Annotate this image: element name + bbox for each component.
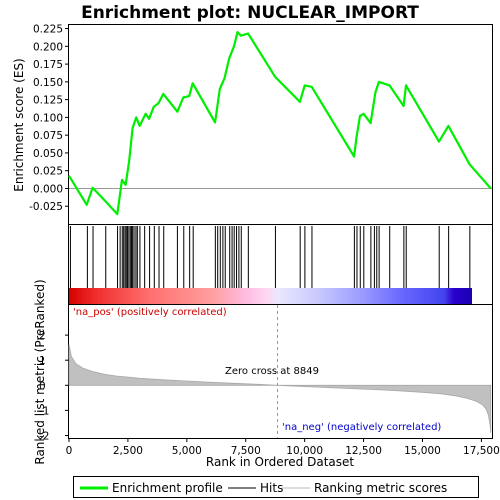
- rank-x-tick-label: 7,500: [231, 445, 261, 457]
- ranking-metric-series: [68, 344, 492, 434]
- rank-x-tick-label: 17,500: [463, 445, 500, 457]
- ranking-metric-area: [68, 344, 492, 434]
- es-y-tick-label: 0.200: [33, 41, 63, 53]
- es-y-tick-label: 0.025: [33, 166, 63, 178]
- rank-x-tick-label: 12,500: [345, 445, 382, 457]
- es-y-tick-label: 0.075: [33, 130, 63, 142]
- legend-ranking-metric-label: Ranking metric scores: [314, 481, 447, 495]
- rank-x-tick-label: 10,000: [286, 445, 323, 457]
- rank-x-axis: 0 2,500 5,000 7,500 10,000 12,500 15,000 17,500: [66, 438, 500, 457]
- es-y-tick-label: 0.225: [33, 24, 63, 36]
- es-y-tick-label: 0.150: [33, 77, 63, 89]
- legend-box: [73, 476, 479, 498]
- rank-x-tick-label: 0: [66, 445, 73, 457]
- rank-x-tick-label: 5,000: [172, 445, 202, 457]
- metric-y-axis-label: Ranked list metric (PreRanked): [33, 279, 47, 464]
- metric-y-axis: -2 -1 0 1 2: [39, 330, 69, 442]
- es-y-tick-label: 0.175: [33, 59, 63, 71]
- es-y-tick-label: -0.025: [29, 201, 63, 213]
- rank-color-bar: [69, 288, 472, 304]
- metric-panel-frame: [68, 304, 493, 439]
- rank-x-tick-label: 15,000: [404, 445, 441, 457]
- enrichment-profile-line: [68, 30, 492, 216]
- legend-ranking-metric: Ranking metric scores: [282, 481, 447, 495]
- es-y-tick-label: 0.100: [33, 112, 63, 124]
- es-y-tick-label: 0.000: [33, 183, 63, 195]
- zero-cross-label: Zero cross at 8849: [225, 366, 319, 377]
- legend-enrichment-profile: Enrichment profile: [80, 481, 223, 495]
- metric-y-tick-label: -2: [39, 430, 49, 442]
- metric-y-tick-label: 1: [39, 355, 46, 367]
- negative-correlation-label: 'na_neg' (negatively correlated): [282, 422, 441, 433]
- positive-correlation-label: 'na_pos' (positively correlated): [73, 307, 227, 318]
- chart-title: Enrichment plot: NUCLEAR_IMPORT: [81, 3, 419, 23]
- enrichment-profile-series: [68, 30, 492, 216]
- legend-enrichment-profile-label: Enrichment profile: [112, 481, 223, 495]
- metric-y-tick-label: -1: [39, 405, 49, 417]
- es-y-tick-label: 0.125: [33, 95, 63, 107]
- es-y-axis-label: Enrichment score (ES): [12, 58, 26, 191]
- metric-y-tick-label: 2: [39, 330, 46, 342]
- metric-y-tick-label: 0: [39, 380, 46, 392]
- rank-x-tick-label: 2,500: [113, 445, 143, 457]
- es-y-axis: -0.025 0.000 0.025 0.050 0.075 0.100 0.125 0.15…: [29, 24, 69, 213]
- hits-series: [69, 226, 471, 288]
- rank-x-axis-label: Rank in Ordered Dataset: [206, 455, 354, 469]
- legend-hits-label: Hits: [260, 481, 283, 495]
- es-y-tick-label: 0.050: [33, 148, 63, 160]
- legend-hits: Hits: [228, 481, 283, 495]
